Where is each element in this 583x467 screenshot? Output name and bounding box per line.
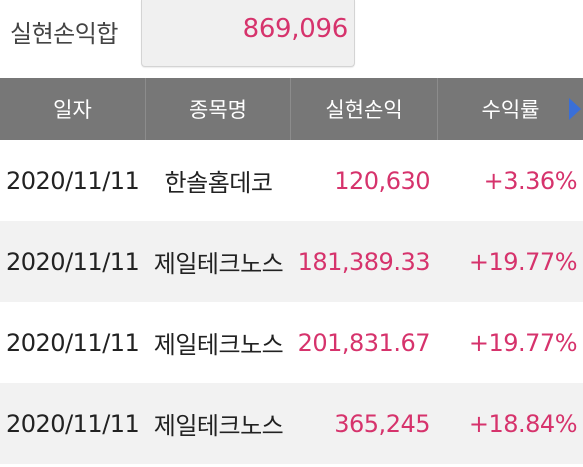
cell-profit: 365,245 xyxy=(334,409,430,438)
chevron-right-icon[interactable] xyxy=(569,98,581,120)
column-header-profit-label: 실현손익 xyxy=(325,98,403,122)
summary-value-box: 869,096 xyxy=(141,0,355,67)
table-header: 일자 종목명 실현손익 수익률 xyxy=(0,78,583,140)
column-header-rate-label: 수익률 xyxy=(481,98,540,122)
cell-date: 2020/11/11 xyxy=(6,409,140,438)
column-header-date-label: 일자 xyxy=(53,98,92,122)
cell-name: 제일테크노스 xyxy=(153,331,284,359)
cell-date: 2020/11/11 xyxy=(6,328,140,357)
cell-name: 한솔홈데코 xyxy=(164,169,273,197)
summary-bar: 실현손익합 869,096 xyxy=(0,0,583,78)
column-header-profit[interactable]: 실현손익 xyxy=(291,78,438,140)
table-row[interactable]: 2020/11/11 한솔홈데코 120,630 +3.36% xyxy=(0,140,583,221)
cell-rate: +19.77% xyxy=(468,328,578,357)
cell-name: 제일테크노스 xyxy=(153,412,284,440)
table-row[interactable]: 2020/11/11 제일테크노스 365,245 +18.84% xyxy=(0,383,583,464)
cell-profit: 181,389.33 xyxy=(297,247,431,276)
column-header-name-label: 종목명 xyxy=(189,98,247,122)
cell-rate: +3.36% xyxy=(483,166,578,195)
cell-rate: +19.77% xyxy=(468,247,578,276)
cell-date: 2020/11/11 xyxy=(6,247,140,276)
table-row[interactable]: 2020/11/11 제일테크노스 201,831.67 +19.77% xyxy=(0,302,583,383)
table-row[interactable]: 2020/11/11 제일테크노스 181,389.33 +19.77% xyxy=(0,221,583,302)
table-body: 2020/11/11 한솔홈데코 120,630 +3.36% 2020/11/… xyxy=(0,140,583,464)
cell-profit: 201,831.67 xyxy=(297,328,431,357)
summary-value: 869,096 xyxy=(242,14,349,44)
cell-rate: +18.84% xyxy=(468,409,578,438)
cell-name: 제일테크노스 xyxy=(153,250,284,278)
column-header-name[interactable]: 종목명 xyxy=(146,78,291,140)
summary-label: 실현손익합 xyxy=(10,20,118,48)
cell-date: 2020/11/11 xyxy=(6,166,140,195)
column-header-rate[interactable]: 수익률 xyxy=(438,78,583,140)
column-header-date[interactable]: 일자 xyxy=(0,78,146,140)
cell-profit: 120,630 xyxy=(334,166,430,195)
